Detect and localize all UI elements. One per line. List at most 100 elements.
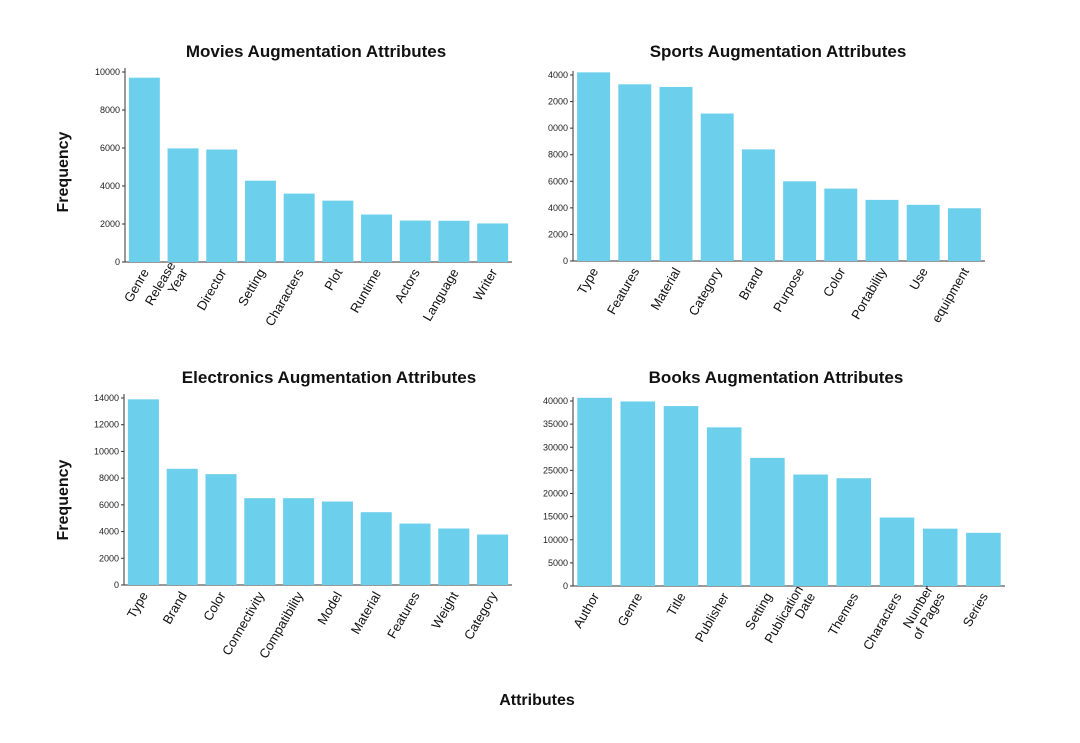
y-tick-label-electronics: 2000	[99, 553, 119, 563]
y-tick-label-books: 0	[563, 581, 568, 591]
y-tick-label-books: 15000	[543, 512, 568, 522]
bar-books	[750, 457, 785, 586]
x-tick-label-sports: Category	[685, 265, 725, 319]
bar-electronics	[321, 501, 353, 585]
bar-sports	[906, 204, 940, 261]
x-tick-label-electronics: Brand	[159, 589, 189, 627]
y-tick-label-movies: 0	[115, 257, 120, 267]
chart-title-movies: Movies Augmentation Attributes	[186, 42, 446, 61]
y-tick-label-sports: 8000	[548, 150, 568, 160]
x-tick-label-sports: Brand	[736, 265, 766, 303]
y-axis-label-bottom: Frequency	[55, 459, 72, 540]
x-tick-label-books: Genre	[614, 590, 645, 629]
bar-sports	[783, 181, 817, 261]
chart-panel-sports: Sports Augmentation Attributes 0 2000 4000 6…	[548, 42, 985, 325]
x-tick-label-sports: Type	[574, 265, 601, 297]
bar-electronics	[244, 498, 276, 585]
x-tick-label-books: Publisher	[692, 589, 732, 644]
y-tick-label-movies: 2000	[100, 219, 120, 229]
bar-movies	[361, 214, 393, 262]
y-tick-label-electronics: 14000	[94, 393, 119, 403]
x-axis-label: Attributes	[499, 692, 575, 709]
y-tick-label-sports: 4000	[548, 70, 568, 80]
y-tick-label-movies: 10000	[95, 67, 120, 77]
x-tick-label-books: Numberof Pages	[897, 582, 948, 642]
x-tick-label-sports: Material	[647, 265, 683, 313]
y-tick-label-electronics: 4000	[99, 527, 119, 537]
bar-sports	[741, 149, 775, 261]
bar-electronics	[205, 474, 237, 585]
x-tick-label-books: Author	[570, 589, 602, 630]
x-tick-label-electronics: Features	[384, 589, 423, 641]
bar-books	[922, 528, 958, 586]
x-tick-label-movies: Plot	[321, 266, 345, 293]
x-tick-label-books: Characters	[860, 590, 905, 653]
x-tick-label-movies: ReleaseYear	[142, 258, 191, 314]
bar-sports	[659, 86, 693, 261]
x-tick-label-electronics: Color	[200, 588, 229, 623]
x-tick-label-books: Themes	[825, 590, 862, 639]
y-tick-label-electronics: 6000	[99, 500, 119, 510]
bar-movies	[399, 220, 431, 262]
y-tick-label-sports: 0	[563, 256, 568, 266]
bar-books	[663, 406, 699, 586]
bar-sports	[947, 208, 981, 261]
x-tick-label-sports: Color	[820, 264, 849, 299]
bar-movies	[128, 77, 160, 262]
bar-movies	[322, 200, 354, 262]
x-tick-label-movies: Actors	[391, 266, 423, 306]
bar-electronics	[283, 498, 315, 585]
x-tick-label-books: Title	[664, 590, 689, 618]
y-tick-label-movies: 4000	[100, 181, 120, 191]
bar-electronics	[360, 512, 392, 585]
bar-electronics	[477, 534, 509, 585]
x-tick-label-movies: Characters	[262, 266, 307, 329]
x-tick-label-books: Series	[960, 590, 992, 630]
x-tick-label-sports: equipment	[929, 265, 973, 325]
y-tick-label-electronics: 0	[114, 580, 119, 590]
x-tick-label-sports: Purpose	[770, 265, 807, 314]
y-tick-label-sports: 2000	[548, 97, 568, 107]
x-tick-label-sports: Use	[906, 265, 931, 293]
x-tick-label-movies: Language	[420, 266, 462, 324]
x-tick-label-movies: Director	[194, 265, 230, 312]
x-tick-label-electronics: Category	[461, 589, 501, 643]
chart-panel-movies: Movies Augmentation Attributes 0 2000 4000 6…	[95, 42, 512, 329]
bar-movies	[477, 223, 509, 262]
bar-books	[706, 427, 742, 586]
y-tick-label-sports: 6000	[548, 176, 568, 186]
y-tick-label-books: 40000	[543, 396, 568, 406]
bar-movies	[283, 193, 315, 262]
x-tick-label-sports: Portability	[848, 265, 890, 322]
bar-books	[577, 397, 612, 586]
x-tick-label-movies: Runtime	[347, 266, 384, 315]
y-tick-label-movies: 8000	[100, 105, 120, 115]
x-tick-label-books: PublicationDate	[761, 583, 818, 653]
bar-movies	[206, 149, 238, 262]
bar-movies	[438, 220, 470, 262]
chart-panel-books: Books Augmentation Attributes 0 5000 10000 1…	[543, 368, 1005, 653]
chart-title-books: Books Augmentation Attributes	[649, 368, 904, 387]
y-tick-label-books: 35000	[543, 419, 568, 429]
y-tick-label-electronics: 10000	[94, 446, 119, 456]
bar-electronics	[438, 528, 470, 585]
y-tick-label-sports: 4000	[548, 203, 568, 213]
bar-books	[879, 517, 915, 586]
y-tick-label-books: 20000	[543, 489, 568, 499]
y-axis-label-top: Frequency	[55, 131, 72, 212]
bar-sports	[700, 113, 734, 262]
y-tick-label-sports: 0000	[548, 123, 568, 133]
x-tick-label-electronics: Model	[314, 589, 345, 627]
bar-electronics	[127, 399, 159, 585]
bar-sports	[577, 72, 611, 261]
y-tick-label-electronics: 12000	[94, 420, 119, 430]
bar-sports	[865, 199, 899, 261]
bar-sports	[824, 188, 858, 261]
y-tick-label-books: 25000	[543, 465, 568, 475]
x-tick-label-electronics: Material	[348, 589, 384, 637]
y-tick-label-sports: 2000	[548, 229, 568, 239]
y-tick-label-books: 30000	[543, 442, 568, 452]
x-tick-label-movies: Setting	[235, 266, 268, 309]
